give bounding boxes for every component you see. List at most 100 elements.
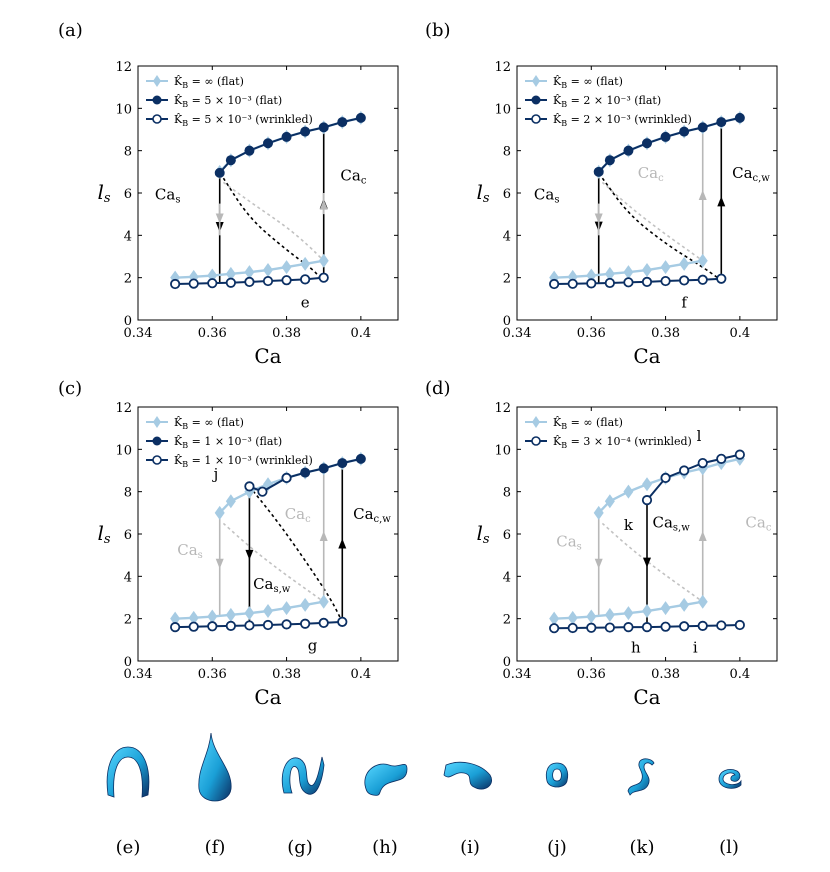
y-tick-label: 2 xyxy=(124,613,132,628)
y-tick-label: 12 xyxy=(494,401,511,416)
x-tick-label: 0.34 xyxy=(124,326,153,341)
legend-marker-diamond xyxy=(532,75,540,87)
marker-diamond xyxy=(300,597,311,612)
marker-diamond xyxy=(214,505,225,520)
y-axis-label: ls xyxy=(476,521,489,547)
marker-filled-circle xyxy=(337,458,348,469)
marker-open-circle xyxy=(604,622,615,633)
y-tick-label: 10 xyxy=(115,443,132,458)
thumbnail-label: (l) xyxy=(719,837,739,858)
marker-diamond xyxy=(207,609,218,624)
marker-diamond xyxy=(225,266,236,281)
legend-entry: K̂B = 5 × 10⁻³ (wrinkled) xyxy=(174,113,313,128)
droplet-thumbnail-7 xyxy=(627,758,655,796)
droplet-thumbnail-8 xyxy=(718,769,742,789)
marker-open-circle xyxy=(679,621,690,632)
legend-marker-filled xyxy=(531,95,541,105)
legend-entry: K̂B = 3 × 10⁻⁴ (wrinkled) xyxy=(553,435,692,450)
marker-diamond xyxy=(263,263,273,278)
marker-open-circle xyxy=(262,619,274,631)
y-tick-label: 8 xyxy=(503,486,511,501)
marker-filled-circle xyxy=(642,138,652,149)
marker-open-circle xyxy=(734,619,745,631)
marker-diamond xyxy=(170,611,181,626)
x-tick-label: 0.38 xyxy=(651,667,680,682)
unstable-branch-grey xyxy=(222,181,325,262)
y-axis-label: ls xyxy=(476,180,489,206)
marker-filled-circle xyxy=(318,122,329,133)
annotation-label: Cac xyxy=(638,164,664,184)
y-tick-label: 8 xyxy=(124,486,132,501)
marker-open-circle xyxy=(697,274,708,285)
chart-panel-2: (b) 0.34 0.36 0.38 0.4 0 2 4 6 8 10 12 Ca ls Cas Cac Cac… xyxy=(425,20,778,368)
marker-open-circle xyxy=(225,620,236,631)
legend-marker-open xyxy=(531,114,541,124)
legend-entry: K̂B = 1 × 10⁻³ (flat) xyxy=(174,435,282,450)
marker-open-circle xyxy=(318,272,329,283)
x-tick-label: 0.34 xyxy=(503,326,532,341)
unstable-branch-black xyxy=(601,177,719,279)
annotation-label: Cas xyxy=(556,533,582,553)
marker-diamond xyxy=(623,606,634,621)
droplet-shape xyxy=(281,756,325,795)
droplet-thumbnail-6 xyxy=(545,762,569,788)
marker-diamond xyxy=(281,260,292,275)
droplet-thumbnail-3 xyxy=(281,756,325,795)
panel-label: (d) xyxy=(425,378,451,399)
legend-entry: K̂B = 5 × 10⁻³ (flat) xyxy=(174,94,282,109)
marker-diamond xyxy=(244,265,255,280)
y-tick-label: 6 xyxy=(503,528,511,543)
marker-open-circle xyxy=(586,278,597,289)
transition-arrowhead-black xyxy=(245,549,254,560)
legend-marker-diamond xyxy=(532,416,540,428)
marker-filled-circle xyxy=(716,117,727,128)
y-tick-label: 10 xyxy=(494,443,511,458)
marker-open-circle xyxy=(697,457,708,469)
marker-diamond xyxy=(660,601,671,616)
x-tick-label: 0.4 xyxy=(730,667,751,682)
marker-open-circle xyxy=(170,622,181,633)
droplet-shape xyxy=(106,746,150,798)
y-tick-label: 8 xyxy=(503,145,511,160)
marker-diamond xyxy=(300,256,311,271)
y-tick-label: 4 xyxy=(503,229,511,244)
droplet-shape xyxy=(718,769,742,789)
annotation-label: h xyxy=(631,639,641,657)
y-tick-label: 10 xyxy=(115,102,132,117)
annotation-label: Cac,w xyxy=(353,505,391,525)
marker-diamond xyxy=(549,611,560,626)
unstable-branch-grey xyxy=(601,181,704,262)
y-tick-label: 0 xyxy=(124,655,132,670)
marker-diamond xyxy=(318,594,329,609)
thumbnail-label: (j) xyxy=(547,837,567,858)
chart-panel-1: (a) 0.34 0.36 0.38 0.4 0 2 4 6 8 10 12 Ca ls Cas Cac e K̂… xyxy=(58,20,399,368)
marker-open-circle xyxy=(716,273,727,284)
unstable-branch-grey xyxy=(222,522,325,603)
transition-arrowhead-grey xyxy=(594,213,603,224)
panel-label: (a) xyxy=(58,20,83,41)
annotation-label: f xyxy=(681,293,688,311)
marker-open-circle xyxy=(734,449,745,460)
marker-open-circle xyxy=(641,622,653,633)
x-tick-label: 0.4 xyxy=(730,326,751,341)
marker-diamond xyxy=(604,494,615,509)
legend-entry: K̂B = 1 × 10⁻³ (wrinkled) xyxy=(174,454,313,469)
marker-open-circle xyxy=(660,472,671,484)
legend-marker-open xyxy=(152,455,162,465)
marker-open-circle xyxy=(244,620,255,631)
y-tick-label: 6 xyxy=(124,528,132,543)
marker-open-circle xyxy=(188,278,199,289)
annotation-label: Cas xyxy=(534,185,560,205)
marker-open-circle xyxy=(244,276,255,287)
marker-diamond xyxy=(604,266,615,281)
marker-diamond xyxy=(225,607,236,622)
y-tick-label: 0 xyxy=(124,314,132,329)
x-tick-label: 0.38 xyxy=(272,326,301,341)
marker-diamond xyxy=(225,494,236,509)
marker-diamond xyxy=(586,609,597,624)
y-tick-label: 6 xyxy=(124,187,132,202)
marker-filled-circle xyxy=(214,167,225,178)
series-line-wrinkled xyxy=(554,277,722,286)
y-tick-label: 12 xyxy=(115,60,132,75)
